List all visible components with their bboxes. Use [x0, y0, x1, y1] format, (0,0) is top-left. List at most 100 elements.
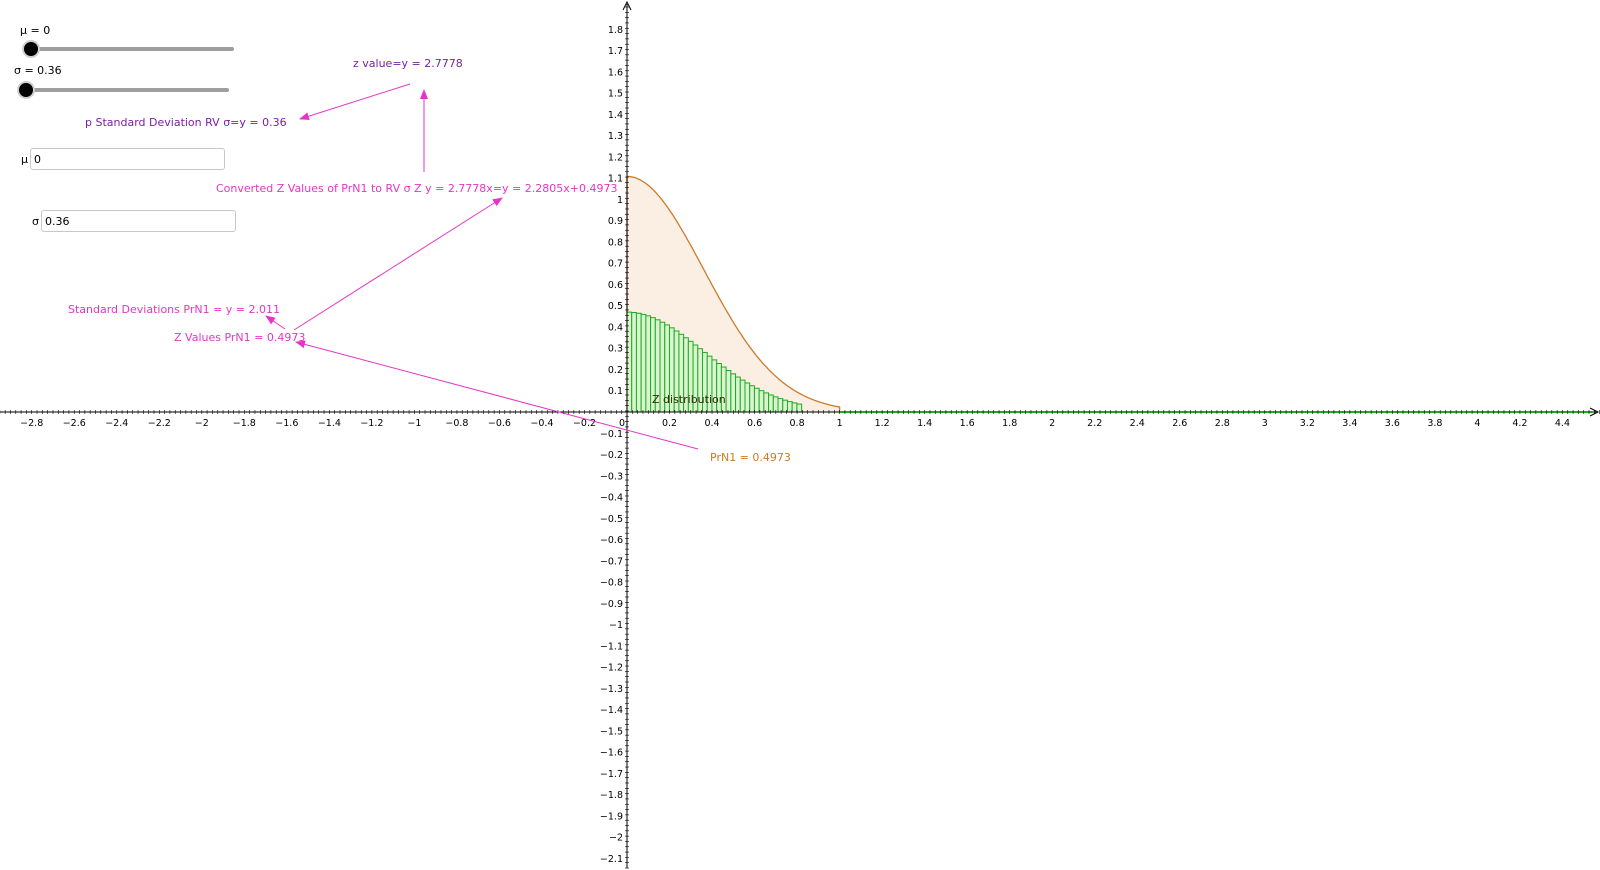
y-tick-label: 0.3	[608, 344, 623, 355]
converted-z-annotation: Converted Z Values of PrN1 to RV σ Z y =…	[216, 182, 618, 195]
x-tick-label: −1.8	[233, 418, 256, 429]
mu-slider-label: μ = 0	[20, 24, 51, 37]
normal-curve-line	[626, 175, 841, 412]
y-tick-label: −0.6	[600, 535, 623, 546]
prn1-annotation: PrN1 = 0.4973	[710, 451, 791, 464]
mu-slider-track[interactable]	[30, 47, 234, 51]
mu-input[interactable]	[30, 148, 225, 170]
y-tick-label: −2.1	[600, 854, 623, 865]
z-bar	[768, 394, 774, 413]
z-bar	[763, 392, 770, 413]
y-tick-label: −0.5	[600, 514, 623, 525]
y-tick-label: 1.4	[608, 110, 623, 121]
y-tick-label: −1.7	[600, 769, 623, 780]
arrow-zvalues-to-stddevs	[265, 315, 286, 330]
sigma-input-label: σ	[32, 215, 39, 228]
mu-input-label: μ	[21, 153, 28, 166]
y-tick-label: −1.9	[600, 811, 623, 822]
x-tick-label: −2	[195, 418, 209, 429]
y-tick-label: −2	[609, 833, 623, 844]
z-bar	[626, 311, 633, 413]
x-tick-label: 1	[837, 418, 843, 429]
y-tick-label: −0.3	[600, 471, 623, 482]
x-tick-label: 4.4	[1555, 418, 1570, 429]
x-tick-label: 2	[1049, 418, 1055, 429]
mu-slider-knob[interactable]	[24, 42, 38, 56]
sigma-input[interactable]	[41, 210, 236, 232]
x-tick-label: −1.4	[318, 418, 341, 429]
y-tick-label: 1.5	[608, 89, 623, 100]
z-bar	[739, 379, 746, 413]
x-tick-label: 3.8	[1427, 418, 1442, 429]
x-tick-label: −2.8	[20, 418, 43, 429]
x-tick-label: 1.8	[1002, 418, 1017, 429]
x-tick-label: 0.2	[662, 418, 677, 429]
x-tick-label: 0.4	[704, 418, 719, 429]
x-tick-label: −2.6	[63, 418, 86, 429]
z-distribution-label: Z distribution	[652, 393, 726, 406]
z-bar	[796, 403, 803, 413]
y-tick-label: 0.2	[608, 365, 623, 376]
y-tick-label: 0.8	[608, 237, 623, 248]
x-tick-label: 1.4	[917, 418, 932, 429]
x-tick-label: 0.8	[790, 418, 805, 429]
x-tick-label: 1.2	[875, 418, 890, 429]
y-tick-label: −0.9	[600, 599, 623, 610]
x-tick-label: 3.4	[1342, 418, 1357, 429]
y-tick-label: −1.8	[600, 790, 623, 801]
z-bar	[782, 399, 788, 413]
std-devs-annotation: Standard Deviations PrN1 = y = 2.011	[68, 303, 280, 316]
y-tick-label: 0.4	[608, 322, 623, 333]
x-tick-label: −2.4	[105, 418, 128, 429]
x-tick-label: −0.8	[445, 418, 468, 429]
z-bar	[791, 402, 798, 413]
arrow-zvalues-to-converted	[293, 197, 503, 331]
x-tick-label: 3.6	[1385, 418, 1400, 429]
z-bar	[730, 373, 737, 413]
z-bar	[645, 315, 652, 413]
sigma-slider-track[interactable]	[26, 88, 229, 92]
y-tick-label: −1.3	[600, 684, 623, 695]
y-tick-label: −1.6	[600, 748, 623, 759]
z-value-annotation: z value=y = 2.7778	[353, 57, 463, 70]
y-tick-label: 1.6	[608, 67, 623, 78]
x-tick-label: −0.6	[488, 418, 511, 429]
z-bar	[753, 387, 760, 413]
y-tick-label: −1.5	[600, 726, 623, 737]
y-tick-label: 1.8	[608, 25, 623, 36]
z-bar	[772, 396, 779, 413]
x-tick-label: −0.2	[573, 418, 596, 429]
x-tick-label: 2.6	[1172, 418, 1187, 429]
annotation-arrows	[265, 83, 699, 450]
x-tick-label: 3.2	[1300, 418, 1315, 429]
z-bar	[777, 398, 784, 413]
arrow-zvalue-to-pstd	[299, 83, 411, 121]
y-tick-label: −1	[609, 620, 623, 631]
x-tick-label: −2.2	[148, 418, 171, 429]
y-tick-label: −0.2	[600, 450, 623, 461]
sigma-slider-knob[interactable]	[19, 83, 33, 97]
y-tick-label: 0.5	[608, 301, 623, 312]
x-tick-label: 2.2	[1087, 418, 1102, 429]
y-tick-label: −1.2	[600, 663, 623, 674]
arrow-prn1-to-zvalues	[295, 340, 699, 450]
x-tick-label: 1.6	[960, 418, 975, 429]
z-bar	[735, 376, 741, 413]
x-tick-label: −1.2	[360, 418, 383, 429]
x-tick-label: −1	[407, 418, 421, 429]
z-values-annotation: Z Values PrN1 = 0.4973	[174, 331, 306, 344]
x-tick-label: 3	[1262, 418, 1268, 429]
y-tick-label: −0.8	[600, 578, 623, 589]
x-tick-label: 2.8	[1215, 418, 1230, 429]
p-std-dev-annotation: p Standard Deviation RV σ=y = 0.36	[85, 116, 287, 129]
y-tick-label: −1.4	[600, 705, 623, 716]
y-tick-label: 1	[617, 195, 623, 206]
z-bar	[635, 312, 642, 413]
x-axis-arrow	[1589, 407, 1600, 417]
z-bar	[725, 370, 732, 413]
y-tick-label: 1.7	[608, 46, 623, 57]
y-tick-label: 0.6	[608, 280, 623, 291]
y-tick-label: 0.1	[608, 386, 623, 397]
